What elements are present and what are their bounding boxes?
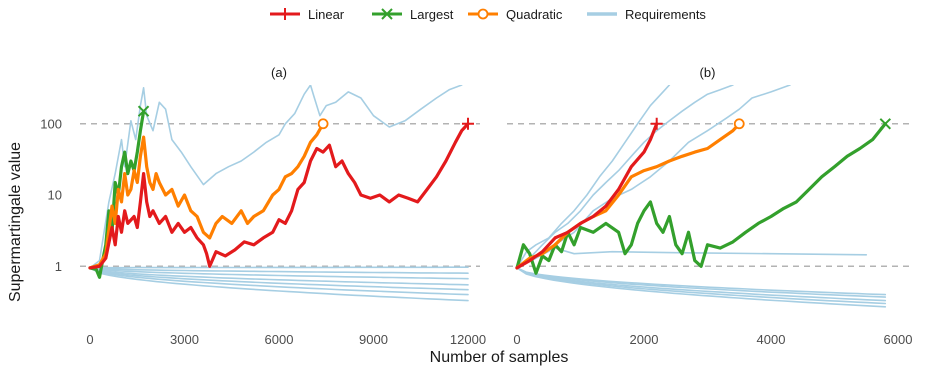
legend-item-linear: Linear xyxy=(270,7,345,22)
x-tick-label: 0 xyxy=(513,332,520,347)
y-tick-label: 100 xyxy=(40,116,62,131)
legend-label: Largest xyxy=(410,7,454,22)
panel-a: (a) 0 3000 6000 9000 12000 1 10 100 xyxy=(40,65,486,347)
panel-b: (b) 0 2000 4000 6000 xyxy=(507,65,912,347)
legend-marker xyxy=(279,8,291,20)
x-tick-label: 6000 xyxy=(884,332,913,347)
panel-title: (a) xyxy=(271,65,287,80)
x-tick-label: 6000 xyxy=(265,332,294,347)
legend-label: Quadratic xyxy=(506,7,563,22)
end-marker-quadratic xyxy=(735,119,744,128)
end-marker-quadratic xyxy=(319,119,328,128)
x-tick-label: 2000 xyxy=(630,332,659,347)
series-line-quadratic xyxy=(90,124,323,268)
x-tick-label: 12000 xyxy=(450,332,486,347)
series-line-largest xyxy=(517,124,885,273)
legend-item-largest: Largest xyxy=(372,7,454,22)
series-group xyxy=(517,85,885,307)
panel-title: (b) xyxy=(700,65,716,80)
legend-marker xyxy=(479,10,488,19)
series-line-requirements-0 xyxy=(517,85,669,268)
x-tick-label: 0 xyxy=(86,332,93,347)
legend: Linear Largest Quadratic Requirements xyxy=(270,7,706,22)
legend-item-quadratic: Quadratic xyxy=(468,7,563,22)
series-line-requirements-1 xyxy=(90,267,468,268)
y-tick-label: 10 xyxy=(48,188,62,203)
legend-label: Requirements xyxy=(625,7,706,22)
y-tick-label: 1 xyxy=(55,259,62,274)
series-line-linear xyxy=(90,124,468,268)
x-axis-label: Number of samples xyxy=(430,349,569,366)
legend-label: Linear xyxy=(308,7,345,22)
series-group xyxy=(90,85,468,301)
x-tick-label: 9000 xyxy=(359,332,388,347)
x-tick-label: 3000 xyxy=(170,332,199,347)
y-axis-label: Supermartingale value xyxy=(7,142,24,302)
legend-item-requirements: Requirements xyxy=(587,7,706,22)
x-tick-label: 4000 xyxy=(757,332,786,347)
